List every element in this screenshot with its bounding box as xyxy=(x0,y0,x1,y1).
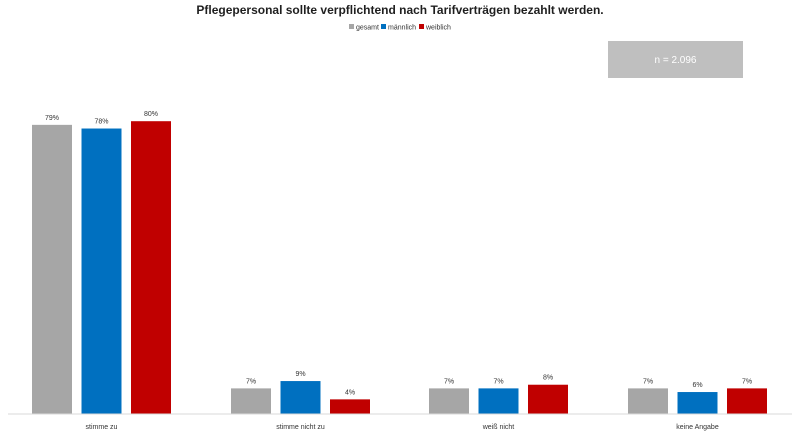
legend-swatch-2 xyxy=(419,24,424,29)
data-label-2-2: 8% xyxy=(543,375,553,382)
data-label-1-2: 4% xyxy=(345,389,355,396)
bars xyxy=(32,121,767,415)
data-label-3-0: 7% xyxy=(643,378,653,385)
legend: gesamt männlich weiblich xyxy=(349,24,451,32)
sample-size-box: n = 2.096 xyxy=(608,41,743,78)
bar-2-1 xyxy=(478,388,519,414)
data-label-0-2: 80% xyxy=(144,111,158,118)
bar-0-0 xyxy=(32,124,72,415)
bar-1-0 xyxy=(231,388,271,414)
data-labels: 79% 78% 80% 7% 9% 4% 7% 7% 8% 7% 6% 7% xyxy=(45,111,752,396)
category-label-0: stimme zu xyxy=(86,424,118,431)
data-label-2-1: 7% xyxy=(493,378,503,385)
bar-3-1 xyxy=(677,392,718,414)
data-label-0-0: 79% xyxy=(45,115,59,122)
data-label-3-1: 6% xyxy=(692,382,702,389)
bar-0-1 xyxy=(81,128,122,414)
bar-0-2 xyxy=(131,121,171,414)
bar-3-2 xyxy=(727,388,767,414)
bar-3-0 xyxy=(628,388,668,414)
legend-label-2: weiblich xyxy=(425,25,451,32)
data-label-0-1: 78% xyxy=(94,119,108,126)
data-label-3-2: 7% xyxy=(742,378,752,385)
sample-size-box-background xyxy=(608,41,743,78)
data-label-1-0: 7% xyxy=(246,378,256,385)
bar-1-1 xyxy=(280,381,321,414)
category-label-3: keine Angabe xyxy=(676,424,719,431)
category-label-1: stimme nicht zu xyxy=(276,424,325,431)
bar-2-0 xyxy=(429,388,469,414)
data-label-2-0: 7% xyxy=(444,378,454,385)
legend-swatch-0 xyxy=(349,24,354,29)
sample-size-label: n = 2.096 xyxy=(655,55,697,66)
chart-title: Pflegepersonal sollte verpflichtend nach… xyxy=(196,3,603,17)
data-label-1-1: 9% xyxy=(295,371,305,378)
legend-label-0: gesamt xyxy=(356,25,379,32)
bar-2-2 xyxy=(528,384,568,414)
legend-label-1: männlich xyxy=(388,25,416,32)
category-labels: stimme zu stimme nicht zu weiß nicht keine … xyxy=(86,424,719,431)
category-label-2: weiß nicht xyxy=(482,424,515,431)
legend-swatch-1 xyxy=(381,24,386,29)
bar-1-2 xyxy=(330,399,370,414)
